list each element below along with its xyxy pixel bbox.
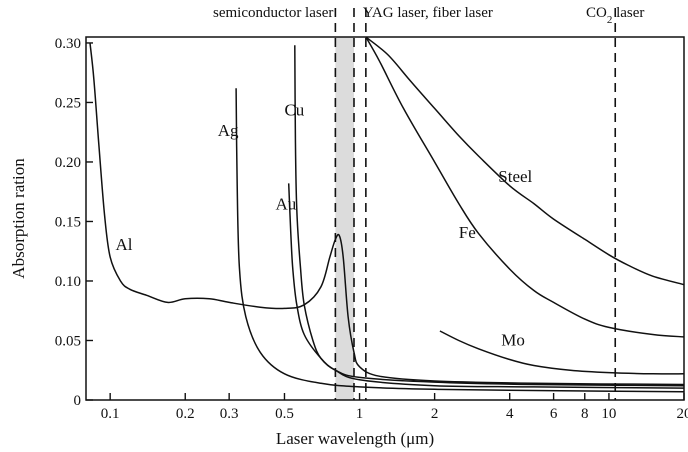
x-tick-label-0-2: 0.2 <box>176 406 195 422</box>
series-steel-label: Steel <box>498 167 532 186</box>
x-tick-label-0-5: 0.5 <box>275 406 294 422</box>
x-tick-label-8: 8 <box>581 406 589 422</box>
series-steel-line <box>365 36 685 286</box>
marker-label-yag-laser-fiber-laser: YAG laser, fiber laser <box>363 5 493 21</box>
x-tick-label-4: 4 <box>506 406 514 422</box>
y-tick-label-0-20: 0.20 <box>55 155 81 171</box>
y-tick-label-0-05: 0.05 <box>55 333 81 349</box>
curve-layer <box>89 36 685 393</box>
x-axis-label: Laser wavelength (μm) <box>276 429 434 448</box>
band-layer <box>335 37 354 400</box>
y-tick-label-0-15: 0.15 <box>55 214 81 230</box>
y-tick-label-0-25: 0.25 <box>55 95 81 111</box>
series-fe-label: Fe <box>459 223 476 242</box>
tick-layer: 0.1 0.2 0.3 0.5 1 2 4 6 8 10 20 0 0.05 0.10 0.15 0.20 0.… <box>55 36 688 422</box>
series-mo-line <box>439 330 685 375</box>
x-tick-label-1: 1 <box>356 406 364 422</box>
x-tick-label-2: 2 <box>431 406 439 422</box>
label-layer: semiconductor laser YAG laser, fiber lase… <box>115 5 644 349</box>
y-tick-label-0-10: 0.10 <box>55 274 81 290</box>
marker-label-semiconductor-laser: semiconductor laser <box>213 5 333 21</box>
plot-frame <box>85 36 685 401</box>
y-tick-label-0-30: 0.30 <box>55 36 81 52</box>
x-tick-label-0-1: 0.1 <box>101 406 120 422</box>
series-cu-label: Cu <box>284 101 304 120</box>
series-al-line <box>89 42 685 386</box>
x-tick-label-20: 20 <box>677 406 688 422</box>
series-mo-label: Mo <box>501 330 525 349</box>
x-tick-label-10: 10 <box>601 406 616 422</box>
x-tick-label-6: 6 <box>550 406 558 422</box>
series-au-line <box>287 183 685 389</box>
series-ag-line <box>235 88 685 393</box>
y-axis-label: Absorption ration <box>9 158 28 279</box>
x-tick-label-0-3: 0.3 <box>220 406 239 422</box>
marker-layer <box>334 8 617 400</box>
series-ag-label: Ag <box>218 121 239 140</box>
series-au-label: Au <box>275 195 296 214</box>
series-al-label: Al <box>115 235 132 254</box>
series-fe-line <box>365 36 685 338</box>
y-tick-label-0: 0 <box>74 393 82 409</box>
marker-label-co-laser: CO2 laser <box>586 5 644 26</box>
semiconductor-band <box>335 37 354 400</box>
